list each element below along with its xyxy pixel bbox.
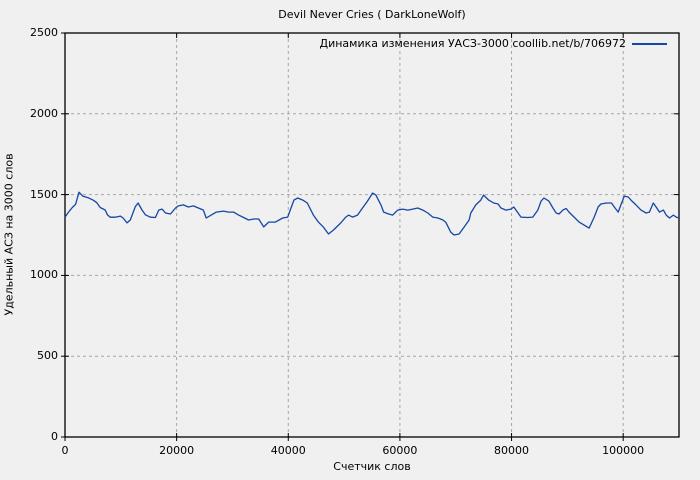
- y-tick-label: 2000: [30, 106, 58, 120]
- x-tick-label: 0: [61, 444, 69, 457]
- x-tick-label: 80000: [494, 444, 530, 457]
- series-line: [64, 191, 680, 236]
- y-tick-label: 1500: [30, 187, 58, 201]
- legend: Динамика изменения УАСЗ-3000 coollib.net…: [319, 37, 667, 50]
- x-tick-label: 60000: [382, 444, 418, 457]
- chart-title: Devil Never Cries ( DarkLoneWolf): [278, 8, 466, 21]
- y-tick-label: 0: [51, 430, 58, 443]
- legend-line-swatch: [632, 42, 667, 45]
- y-axis-label: Удельный АСЗ на 3000 слов: [2, 153, 16, 316]
- x-axis-label: Счетчик слов: [333, 460, 411, 473]
- x-tick-label: 100000: [602, 444, 645, 457]
- x-tick-label: 40000: [270, 444, 306, 457]
- y-tick-label: 2500: [30, 26, 58, 39]
- x-tick-label: 20000: [159, 444, 195, 457]
- plot-frame: [64, 32, 680, 438]
- legend-series-label: Динамика изменения УАСЗ-3000 coollib.net…: [319, 37, 627, 50]
- y-tick-label: 1000: [30, 268, 58, 282]
- y-tick-label: 500: [37, 349, 58, 363]
